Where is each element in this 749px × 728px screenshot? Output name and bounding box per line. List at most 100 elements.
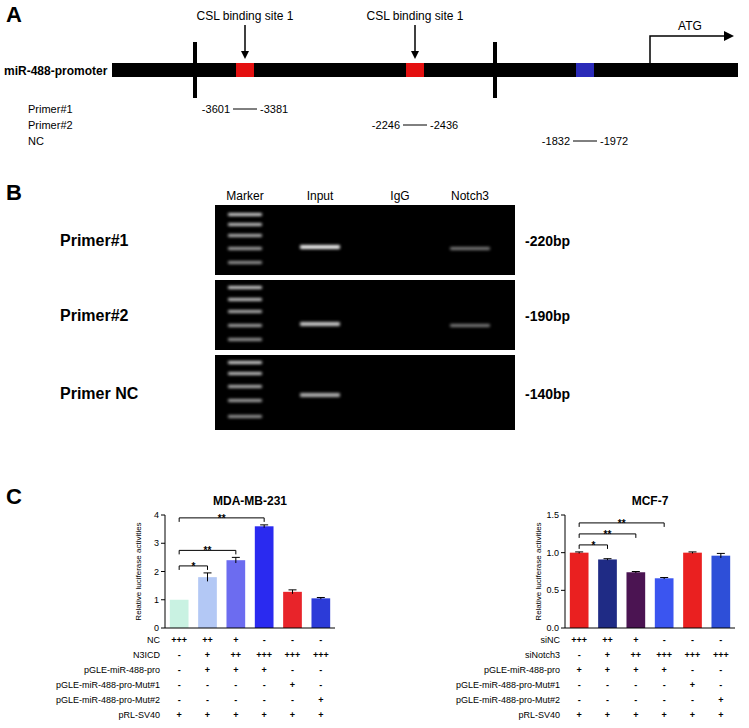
error-cap <box>260 524 268 525</box>
condition-value: - <box>234 695 237 705</box>
panel-b: BMarkerInputIgGNotch3Primer#1-220bpPrime… <box>6 180 570 430</box>
error-cap <box>204 572 212 573</box>
error-cap <box>660 577 668 578</box>
figure: AmiR-488-promoterCSL binding site 1CSL b… <box>0 0 749 728</box>
y-tick <box>561 515 565 516</box>
error-stem <box>235 557 236 563</box>
condition-value: - <box>719 665 722 675</box>
y-tick-label: 3 <box>154 538 159 548</box>
condition-value: + <box>205 710 210 720</box>
marker-band <box>228 247 262 250</box>
y-tick-label: 0.0 <box>546 623 559 633</box>
gel <box>215 205 515 275</box>
condition-value: - <box>578 695 581 705</box>
bar <box>711 556 730 628</box>
y-axis-label: Relative luciferase activities <box>134 522 143 620</box>
y-tick-label: 1 <box>154 595 159 605</box>
condition-value: +++ <box>171 635 187 645</box>
site-arrow <box>414 25 416 52</box>
bar-chart: MCF-7Relative luciferase activities0.00.… <box>456 494 735 720</box>
primer-start: -1832 <box>542 135 570 147</box>
marker-band <box>228 286 262 289</box>
condition-value: - <box>663 635 666 645</box>
y-tick-label: 1.5 <box>546 510 559 520</box>
arrow-head <box>411 51 419 59</box>
condition-value: - <box>263 635 266 645</box>
plot-area <box>170 525 330 628</box>
condition-value: - <box>691 695 694 705</box>
significance-label: ** <box>618 518 626 529</box>
marker-band <box>228 324 262 327</box>
condition-value: +++ <box>256 650 272 660</box>
panel-a: AmiR-488-promoterCSL binding site 1CSL b… <box>4 2 738 147</box>
condition-value: - <box>263 680 266 690</box>
primer-end: -1972 <box>600 135 628 147</box>
condition-value: - <box>691 665 694 675</box>
condition-value: + <box>233 665 238 675</box>
primer-span <box>573 141 597 142</box>
promoter-label: miR-488-promoter <box>4 64 108 78</box>
error-bar <box>289 590 297 594</box>
condition-label: pGLE-miR-488-pro-Mut#1 <box>56 680 160 690</box>
condition-value: +++ <box>713 650 729 660</box>
panel-label: C <box>6 484 22 509</box>
separator <box>193 42 197 98</box>
error-cap <box>632 571 640 572</box>
condition-value: + <box>233 635 238 645</box>
condition-value: + <box>718 695 723 705</box>
primer-name: Primer#1 <box>28 103 73 115</box>
condition-value: + <box>662 710 667 720</box>
csl-site <box>236 63 254 77</box>
bar <box>626 572 645 628</box>
y-tick <box>561 552 565 553</box>
y-tick <box>561 628 565 629</box>
bar <box>655 578 674 628</box>
condition-value: - <box>291 695 294 705</box>
panel-label: B <box>6 180 22 205</box>
condition-value: + <box>577 710 582 720</box>
lane-label: Input <box>307 189 334 203</box>
x-axis <box>565 628 735 629</box>
error-bar <box>660 578 668 580</box>
row-label: Primer#2 <box>60 307 129 324</box>
condition-label: pGLE-miR-488-pro-Mut#2 <box>56 695 160 705</box>
y-tick-label: 1.0 <box>546 548 559 558</box>
marker-band <box>228 399 262 402</box>
marker-band <box>228 298 262 301</box>
condition-value: + <box>205 665 210 675</box>
lane-label: IgG <box>390 189 409 203</box>
csl-site <box>406 63 424 77</box>
primer-span <box>403 125 427 126</box>
condition-value: - <box>634 680 637 690</box>
lane-label: Notch3 <box>451 189 489 203</box>
condition-value: ++ <box>602 635 613 645</box>
primer-start: -2246 <box>372 119 400 131</box>
tss-label: ATG <box>678 19 702 33</box>
condition-value: +++ <box>685 650 701 660</box>
arrow-head <box>724 31 734 41</box>
condition-value: + <box>633 710 638 720</box>
input-band <box>300 393 340 397</box>
significance-label: * <box>191 561 195 572</box>
condition-value: - <box>606 680 609 690</box>
y-tick <box>161 599 165 600</box>
condition-value: + <box>262 665 267 675</box>
y-axis-label: Relative luciferase activities <box>534 522 543 620</box>
site-label: CSL binding site 1 <box>197 9 294 23</box>
site-arrow <box>244 25 246 52</box>
panel-c: CMDA-MB-231Relative luciferase activitie… <box>6 484 735 720</box>
condition-label: pGLE-miR-488-pro-Mut#2 <box>456 695 560 705</box>
condition-value: + <box>662 665 667 675</box>
condition-value: - <box>291 635 294 645</box>
condition-value: - <box>634 695 637 705</box>
condition-value: + <box>318 695 323 705</box>
lane-label: Marker <box>226 189 263 203</box>
error-cap <box>575 551 583 552</box>
input-band <box>300 245 340 249</box>
significance-label: ** <box>204 545 212 556</box>
condition-label: pGLE-miR-488-pro <box>484 665 560 675</box>
marker-band <box>228 385 262 388</box>
y-tick-label: 4 <box>154 510 159 520</box>
error-bar <box>204 573 212 581</box>
condition-value: - <box>719 635 722 645</box>
